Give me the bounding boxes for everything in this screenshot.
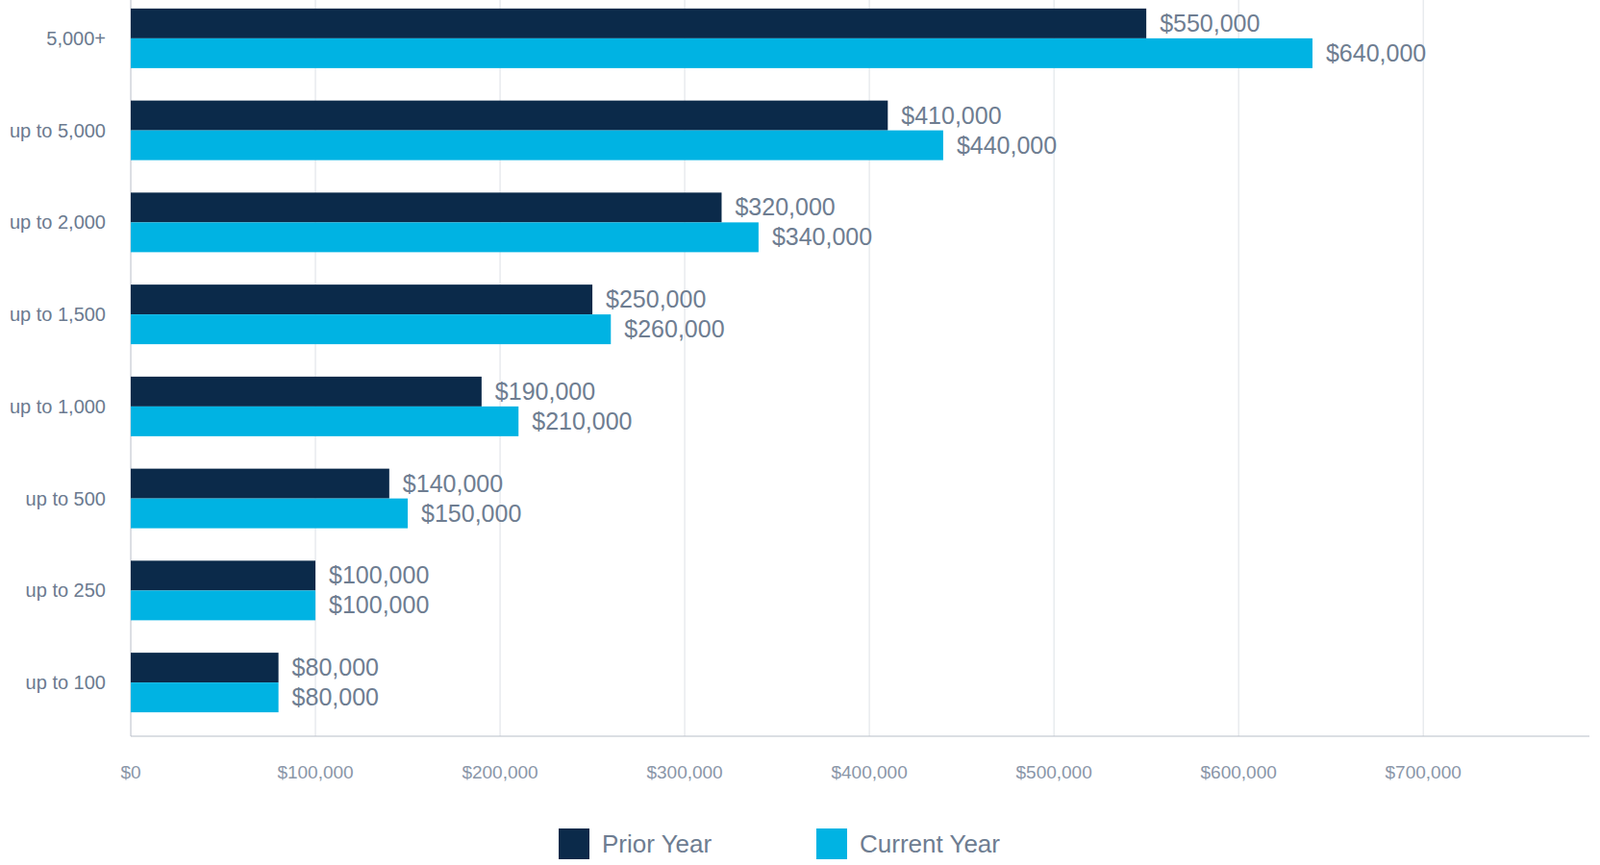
legend: Prior Year Current Year (558, 828, 1000, 860)
category-label: up to 500 (25, 488, 106, 510)
bar (130, 499, 408, 529)
data-label: $440,000 (956, 131, 1057, 159)
category-label: up to 5,000 (9, 120, 106, 142)
legend-label: Current Year (859, 829, 1000, 859)
bar (130, 8, 1147, 39)
grid-line (1423, 0, 1425, 737)
tick-label: $0 (120, 762, 141, 783)
tick-label: $400,000 (830, 762, 907, 783)
category-label: up to 100 (25, 672, 106, 694)
data-label: $640,000 (1325, 39, 1426, 67)
chart: $0 $100,000 $200,000 $300,000 $400,000 $500,0… (0, 0, 1600, 865)
data-label: $410,000 (900, 101, 1001, 129)
bar (130, 469, 390, 500)
category-label: up to 1,500 (9, 303, 106, 325)
bar (130, 38, 1313, 69)
bars (130, 8, 1313, 713)
data-labels: $550,000 $640,000 $410,000$440,000 $320,000… (292, 9, 1427, 711)
legend-swatch (558, 828, 590, 860)
data-label: $80,000 (292, 683, 379, 711)
tick-label: $300,000 (646, 762, 723, 783)
bar (130, 652, 279, 683)
data-label: $250,000 (605, 285, 706, 313)
data-label: $190,000 (495, 377, 596, 405)
data-label: $100,000 (328, 591, 429, 619)
tick-label: $600,000 (1200, 762, 1277, 783)
grid (130, 0, 1424, 737)
bar (130, 222, 759, 252)
bar (130, 560, 316, 591)
category-label: up to 250 (25, 579, 106, 601)
data-label: $80,000 (292, 653, 379, 681)
data-label: $320,000 (734, 193, 835, 221)
tick-label: $100,000 (276, 762, 353, 783)
legend-swatch (816, 828, 848, 860)
category-label: 5,000+ (46, 27, 106, 50)
data-label: $550,000 (1159, 9, 1260, 37)
grid-line (1238, 0, 1240, 737)
data-label: $210,000 (531, 407, 632, 435)
category-label: up to 2,000 (9, 211, 106, 233)
tick-label: $200,000 (461, 762, 538, 783)
data-label: $340,000 (772, 223, 873, 250)
tick-label: $700,000 (1385, 762, 1462, 783)
bar (130, 130, 944, 161)
bar (130, 192, 722, 223)
grid-line (1053, 0, 1055, 737)
bar (130, 100, 888, 131)
data-label: $140,000 (402, 470, 503, 498)
bar (130, 590, 316, 621)
x-axis (130, 736, 1590, 738)
bar (130, 682, 279, 713)
bar (130, 284, 593, 315)
bar (130, 406, 519, 437)
legend-label: Prior Year (601, 829, 713, 859)
category-label: up to 1,000 (9, 396, 106, 418)
data-label: $100,000 (328, 561, 429, 589)
data-label: $150,000 (421, 500, 522, 527)
tick-label: $500,000 (1016, 762, 1093, 783)
data-label: $260,000 (624, 315, 725, 343)
bar (130, 376, 482, 407)
bar (130, 314, 611, 345)
